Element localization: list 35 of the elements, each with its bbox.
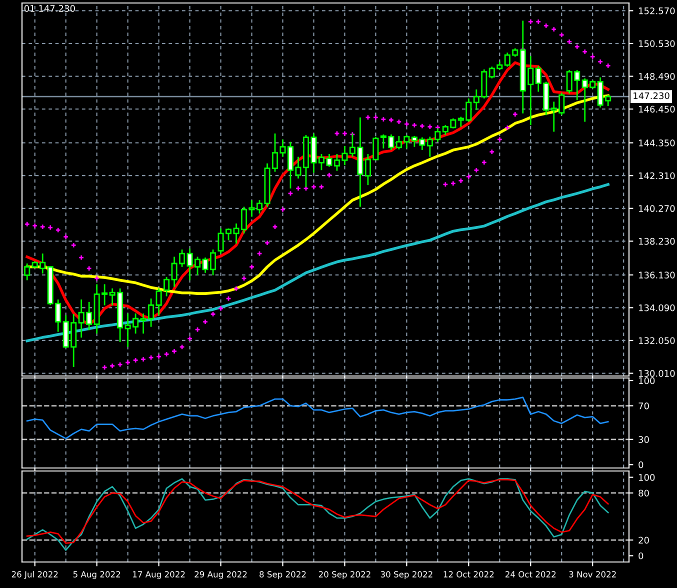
y-tick-label: 20 (638, 536, 649, 544)
candlestick (24, 262, 30, 281)
y-tick-label: 140.270 (639, 205, 675, 212)
annotation: 01 147.230 (24, 5, 75, 12)
x-tick-label: 17 Aug 2022 (133, 571, 185, 580)
y-tick-label: 150.530 (639, 40, 675, 48)
x-tick-label: 5 Aug 2022 (73, 571, 120, 580)
ref-line-label: 147.230 (634, 92, 670, 100)
y-tick-label: 100 (639, 377, 655, 384)
y-tick-label: 136.130 (639, 272, 675, 278)
y-tick-label: 80 (638, 490, 649, 497)
x-tick-label: 30 Sep 2022 (380, 571, 432, 580)
x-tick-label: 26 Jul 2022 (12, 571, 58, 580)
y-tick-label: 132.050 (639, 337, 675, 344)
x-tick-label: 12 Oct 2022 (444, 571, 494, 578)
y-tick-label: 30 (638, 436, 649, 443)
y-tick-label: 142.310 (639, 172, 675, 180)
x-tick-label: 8 Sep 2022 (260, 571, 306, 580)
x-tick-label: 24 Oct 2022 (505, 571, 556, 578)
y-tick-label: 138.230 (639, 238, 675, 245)
y-tick-label: 70 (638, 402, 649, 410)
y-tick-label: 146.450 (639, 106, 675, 113)
y-tick-label: 152.570 (639, 7, 675, 14)
line-series (26, 396, 609, 440)
y-tick-label: 134.090 (639, 304, 675, 312)
line-series (26, 183, 610, 342)
y-tick-label: 0 (638, 552, 644, 560)
x-tick-label: 20 Sep 2022 (318, 571, 370, 580)
y-tick-label: 144.350 (639, 140, 675, 146)
x-tick-label: 3 Nov 2022 (569, 571, 616, 578)
x-tick-label: 29 Aug 2022 (194, 571, 247, 580)
y-tick-label: 100 (639, 474, 655, 481)
y-tick-label: 0 (638, 461, 644, 468)
y-tick-label: 130.010 (639, 370, 675, 377)
y-tick-label: 148.490 (639, 73, 675, 80)
